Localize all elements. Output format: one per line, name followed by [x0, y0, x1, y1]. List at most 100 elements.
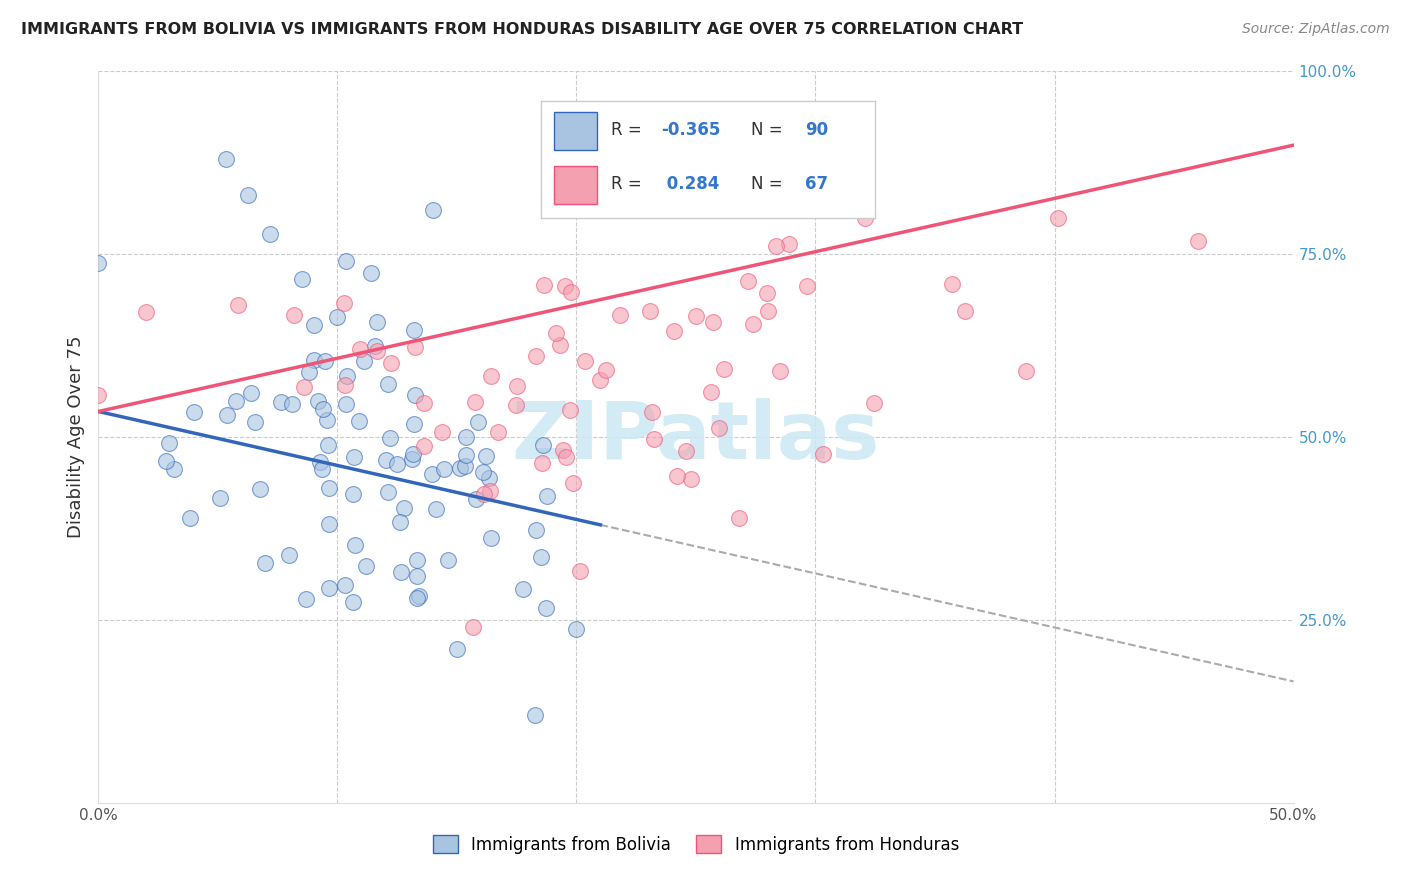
Point [675, 443, 697, 458]
Point [456, 430, 478, 444]
Text: IMMIGRANTS FROM BOLIVIA VS IMMIGRANTS FROM HONDURAS DISABILITY AGE OVER 75 CORRE: IMMIGRANTS FROM BOLIVIA VS IMMIGRANTS FR… [21, 22, 1024, 37]
Point [335, 397, 357, 411]
Point [796, 279, 818, 293]
Point [536, 489, 558, 503]
Point [307, 393, 329, 408]
Point [666, 469, 689, 483]
Point [209, 491, 232, 505]
Point [135, 304, 157, 318]
Point [643, 433, 665, 447]
Point [463, 620, 485, 634]
Point [478, 484, 501, 499]
Point [318, 517, 340, 532]
Point [433, 462, 456, 476]
Point [505, 378, 527, 392]
Point [456, 448, 478, 462]
Point [215, 152, 238, 166]
Point [638, 304, 661, 318]
Point [465, 491, 488, 506]
Point [342, 595, 364, 609]
Point [700, 384, 723, 399]
Point [554, 278, 576, 293]
Point [609, 308, 631, 322]
Point [544, 326, 567, 340]
Point [239, 386, 262, 401]
Point [471, 466, 494, 480]
Point [707, 421, 730, 435]
Point [402, 417, 425, 432]
Point [343, 450, 366, 465]
Point [402, 323, 425, 337]
Point [336, 369, 359, 384]
Point [425, 501, 447, 516]
Point [333, 378, 356, 392]
Point [595, 363, 617, 377]
Point [347, 414, 370, 428]
Point [309, 454, 332, 468]
Point [742, 317, 765, 331]
Point [366, 315, 388, 329]
Point [478, 471, 501, 485]
Point [481, 531, 503, 545]
Point [270, 395, 292, 409]
Point [377, 377, 399, 392]
Point [685, 309, 707, 323]
Point [450, 460, 472, 475]
Point [548, 338, 571, 352]
Point [467, 415, 489, 429]
Point [298, 365, 321, 379]
Point [277, 548, 299, 562]
Point [811, 447, 834, 461]
Point [727, 511, 749, 525]
Point [565, 622, 588, 636]
Point [531, 438, 554, 452]
Point [474, 449, 496, 463]
Point [354, 559, 377, 574]
Point [87, 388, 110, 402]
Point [406, 569, 429, 583]
Legend: Immigrants from Bolivia, Immigrants from Honduras: Immigrants from Bolivia, Immigrants from… [426, 829, 966, 860]
Point [226, 298, 249, 312]
Point [479, 368, 502, 383]
Point [446, 642, 468, 657]
Point [405, 340, 427, 354]
Point [953, 304, 976, 318]
Point [406, 591, 429, 605]
Point [1046, 211, 1069, 225]
Point [353, 353, 375, 368]
Point [366, 344, 388, 359]
Point [664, 324, 686, 338]
Point [524, 708, 547, 723]
Point [430, 425, 453, 440]
Point [292, 380, 315, 394]
Point [342, 487, 364, 501]
Point [385, 457, 408, 471]
Point [389, 565, 412, 579]
Point [524, 350, 547, 364]
Point [283, 308, 305, 322]
Point [422, 202, 444, 217]
Point [404, 388, 426, 402]
Point [163, 462, 186, 476]
Point [363, 338, 385, 352]
Point [756, 304, 779, 318]
Point [569, 564, 592, 578]
Point [259, 227, 281, 241]
Point [555, 450, 578, 464]
Point [713, 362, 735, 376]
Point [295, 592, 318, 607]
Point [217, 409, 239, 423]
Point [533, 277, 555, 292]
Point [157, 436, 180, 450]
Point [526, 523, 548, 537]
Point [377, 485, 399, 500]
Point [311, 462, 333, 476]
Point [412, 439, 434, 453]
Point [318, 581, 340, 595]
Point [87, 256, 110, 270]
Point [436, 553, 458, 567]
Point [420, 467, 443, 481]
Point [332, 296, 354, 310]
Point [335, 577, 357, 591]
Point [408, 590, 430, 604]
